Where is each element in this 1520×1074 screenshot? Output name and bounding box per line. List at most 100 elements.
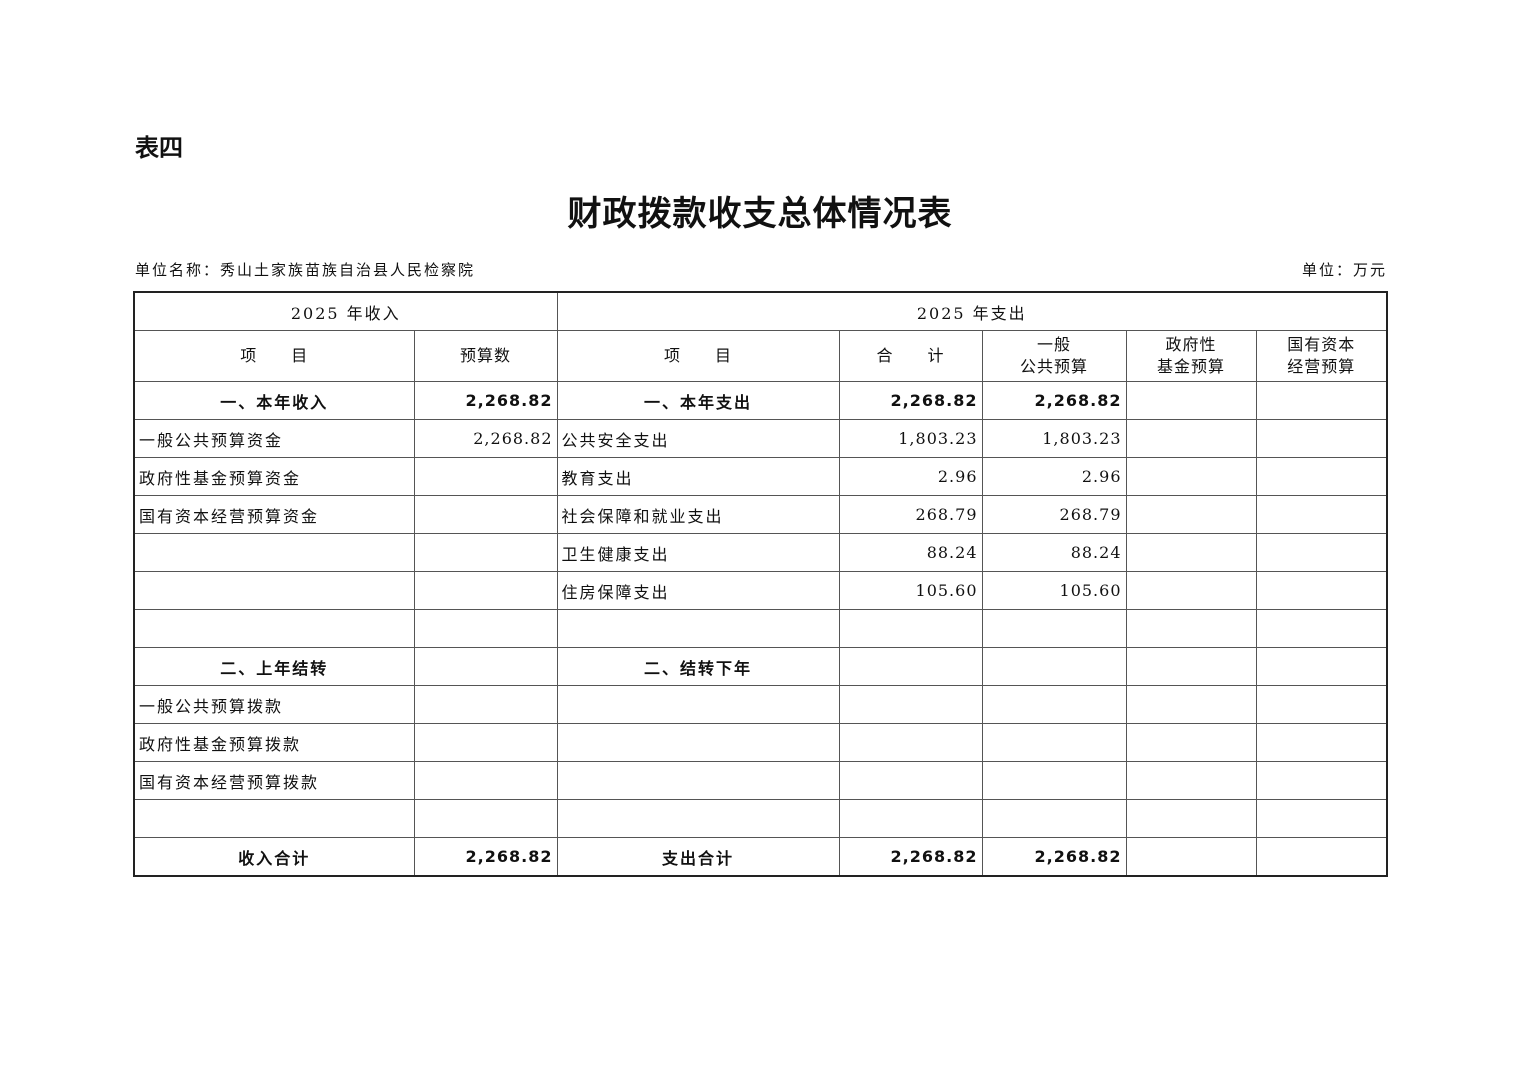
table-cell: 国有资本经营预算拨款 — [133, 761, 415, 800]
table-cell — [556, 723, 840, 762]
table-cell — [981, 761, 1127, 800]
table-cell — [1125, 647, 1257, 686]
column-header: 项 目 — [133, 330, 415, 382]
table-cell — [1125, 533, 1257, 572]
column-header: 一般 公共预算 — [981, 330, 1127, 382]
table-cell — [1125, 381, 1257, 420]
table-cell — [413, 685, 558, 724]
table-cell — [1125, 837, 1257, 877]
table-cell: 一、本年收入 — [133, 381, 415, 420]
table-row: 国有资本经营预算拨款 — [133, 761, 1388, 800]
table-cell: 一般公共预算资金 — [133, 419, 415, 458]
table-cell — [413, 647, 558, 686]
budget-table: 2025 年收入 2025 年支出 项 目 预算数 项 目 合 计 一般 公共预… — [133, 291, 1388, 877]
table-cell: 2,268.82 — [413, 381, 558, 420]
table-cell — [838, 685, 983, 724]
table-cell — [1255, 723, 1388, 762]
table-cell — [981, 647, 1127, 686]
table-cell — [413, 761, 558, 800]
table-cell — [1255, 799, 1388, 838]
table-row — [133, 799, 1388, 838]
table-row: 政府性基金预算拨款 — [133, 723, 1388, 762]
table-cell: 2.96 — [838, 457, 983, 496]
table-cell: 二、上年结转 — [133, 647, 415, 686]
table-cell — [413, 533, 558, 572]
table-cell: 268.79 — [981, 495, 1127, 534]
table-cell: 卫生健康支出 — [556, 533, 840, 572]
table-cell: 2,268.82 — [838, 837, 983, 877]
table-cell: 一、本年支出 — [556, 381, 840, 420]
table-cell: 收入合计 — [133, 837, 415, 877]
table-cell — [133, 799, 415, 838]
column-header: 政府性 基金预算 — [1125, 330, 1257, 382]
table-cell — [838, 647, 983, 686]
column-header: 国有资本 经营预算 — [1255, 330, 1388, 382]
table-row: 收入合计 2,268.82 支出合计 2,268.82 2,268.82 — [133, 837, 1388, 877]
table-cell — [413, 495, 558, 534]
table-cell: 政府性基金预算资金 — [133, 457, 415, 496]
table-cell — [556, 609, 840, 648]
table-cell — [133, 571, 415, 610]
table-cell — [981, 685, 1127, 724]
table-cell — [1125, 609, 1257, 648]
table-cell: 公共安全支出 — [556, 419, 840, 458]
table-cell: 105.60 — [838, 571, 983, 610]
table-cell — [1255, 685, 1388, 724]
table-row: 国有资本经营预算资金 社会保障和就业支出 268.79 268.79 — [133, 495, 1388, 534]
table-cell — [838, 723, 983, 762]
table-cell — [413, 457, 558, 496]
table-row: 二、上年结转 二、结转下年 — [133, 647, 1388, 686]
table-cell — [838, 609, 983, 648]
table-row: 政府性基金预算资金 教育支出 2.96 2.96 — [133, 457, 1388, 496]
table-cell: 268.79 — [838, 495, 983, 534]
table-cell — [838, 799, 983, 838]
table-cell: 2,268.82 — [981, 381, 1127, 420]
table-cell: 支出合计 — [556, 837, 840, 877]
table-row: 住房保障支出 105.60 105.60 — [133, 571, 1388, 610]
table-cell: 88.24 — [981, 533, 1127, 572]
income-header: 2025 年收入 — [133, 291, 558, 331]
table-cell: 2,268.82 — [981, 837, 1127, 877]
table-cell — [1255, 837, 1388, 877]
table-cell — [1125, 495, 1257, 534]
unit-name: 单位名称：秀山土家族苗族自治县人民检察院 — [135, 261, 476, 279]
table-cell: 105.60 — [981, 571, 1127, 610]
table-cell — [413, 799, 558, 838]
table-cell: 二、结转下年 — [556, 647, 840, 686]
currency-unit: 单位：万元 — [1301, 261, 1387, 279]
table-cell — [1255, 419, 1388, 458]
table-cell — [1255, 457, 1388, 496]
table-cell — [838, 761, 983, 800]
table-cell: 2,268.82 — [838, 381, 983, 420]
table-row: 卫生健康支出 88.24 88.24 — [133, 533, 1388, 572]
table-cell: 2,268.82 — [413, 419, 558, 458]
table-cell — [1255, 381, 1388, 420]
table-cell — [1255, 647, 1388, 686]
column-header: 预算数 — [413, 330, 558, 382]
table-cell — [1255, 571, 1388, 610]
table-cell — [1125, 723, 1257, 762]
column-header: 合 计 — [838, 330, 983, 382]
table-cell — [1125, 571, 1257, 610]
expense-header: 2025 年支出 — [556, 291, 1388, 331]
table-cell — [556, 761, 840, 800]
table-cell: 政府性基金预算拨款 — [133, 723, 415, 762]
table-label: 表四 — [135, 134, 183, 162]
table-cell: 住房保障支出 — [556, 571, 840, 610]
table-cell — [981, 609, 1127, 648]
table-cell: 教育支出 — [556, 457, 840, 496]
table-cell — [1125, 799, 1257, 838]
table-row: 一、本年收入 2,268.82 一、本年支出 2,268.82 2,268.82 — [133, 381, 1388, 420]
table-cell: 社会保障和就业支出 — [556, 495, 840, 534]
table-cell — [1255, 495, 1388, 534]
table-cell — [556, 799, 840, 838]
table-cell: 1,803.23 — [838, 419, 983, 458]
table-cell: 88.24 — [838, 533, 983, 572]
table-cell — [1125, 419, 1257, 458]
table-cell — [1125, 457, 1257, 496]
table-cell: 2.96 — [981, 457, 1127, 496]
table-cell — [1125, 761, 1257, 800]
table-cell — [413, 723, 558, 762]
table-cell — [1255, 609, 1388, 648]
table-cell — [1255, 533, 1388, 572]
